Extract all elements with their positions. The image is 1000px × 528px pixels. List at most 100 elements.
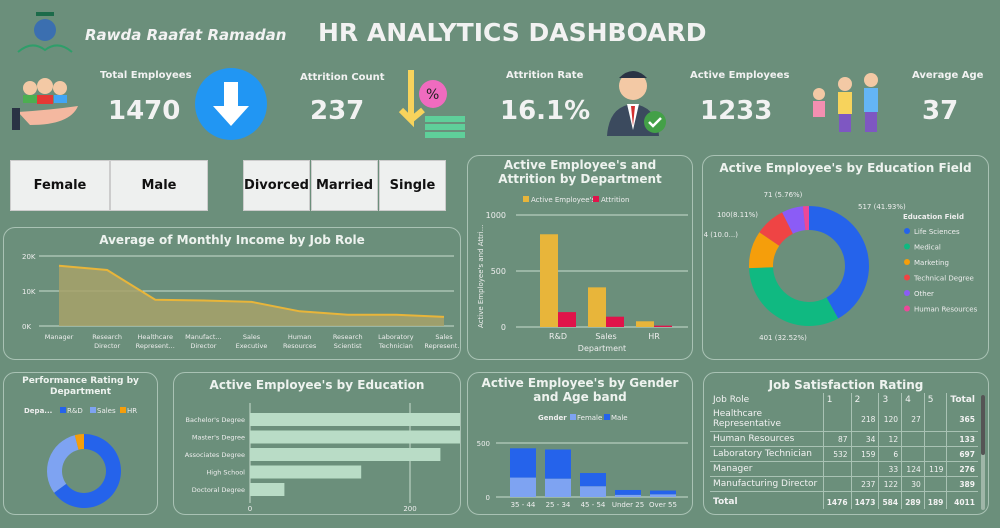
table-cell: 532 bbox=[822, 446, 852, 462]
table-total-row: Total 1476 1473 584 289 189 4011 bbox=[710, 491, 978, 509]
table-cell: 697 bbox=[946, 446, 978, 462]
filter-married-button[interactable]: Married bbox=[311, 160, 378, 211]
bar-35 - 44-Female bbox=[510, 477, 536, 497]
education-field-donut: 517 (41.93%) 401 (32.52%) 124 (10.0...) 100… bbox=[703, 191, 978, 342]
total-cell: 584 bbox=[878, 491, 902, 509]
column-header[interactable]: 3 bbox=[878, 393, 902, 407]
legend-swatch bbox=[90, 407, 96, 413]
kpi-attrition-rate-label: Attrition Rate bbox=[506, 70, 584, 81]
legend-swatch bbox=[904, 290, 910, 296]
legend-swatch bbox=[904, 243, 910, 250]
filter-female-button[interactable]: Female bbox=[10, 160, 110, 211]
data-label: 100(8.11%) bbox=[717, 211, 758, 219]
table-scrollbar[interactable] bbox=[981, 395, 985, 510]
y-tick-label: 20K bbox=[22, 253, 36, 261]
gender-age-stacked-chart: Gender Female Male 0 500 35 - 44 25 - 34 45 - 5… bbox=[477, 414, 688, 509]
total-cell: 1473 bbox=[850, 491, 879, 509]
svg-text:%: % bbox=[426, 87, 439, 103]
department-bar-chart: Active Employee's Attrition 0 500 1000 R&D Sal… bbox=[477, 196, 688, 353]
legend-swatch bbox=[593, 196, 599, 202]
x-tick-label: Over 55 bbox=[649, 501, 677, 509]
x-tick-label: Research Scientist bbox=[333, 333, 363, 350]
x-tick-label: Under 25 bbox=[612, 501, 644, 509]
bar-25 - 34-Female bbox=[545, 478, 571, 497]
performance-chart-card: Performance Rating by Department Depa...… bbox=[3, 372, 158, 515]
legend-label: R&D bbox=[67, 407, 83, 415]
total-cell: 1476 bbox=[822, 491, 852, 509]
x-tick-label: Sales bbox=[595, 332, 616, 341]
table-row: Laboratory Technician 532 159 6 697 bbox=[710, 446, 978, 462]
legend-title: Gender bbox=[538, 414, 567, 422]
legend-label: Human Resources bbox=[914, 306, 978, 314]
y-axis-title: Active Employee's and Attri... bbox=[477, 225, 485, 328]
x-tick-label: 0 bbox=[248, 505, 252, 513]
kpi-average-age-value: 37 bbox=[922, 96, 959, 126]
percent-down-icon: % bbox=[393, 66, 468, 145]
table-cell bbox=[901, 446, 925, 462]
job-satisfaction-card: Job Satisfaction Rating Job Role 1 2 3 4 5 Tot… bbox=[703, 372, 989, 515]
table-cell: 365 bbox=[946, 407, 978, 432]
bar-R&D-0 bbox=[540, 234, 558, 327]
performance-donut: Depa... R&D Sales HR bbox=[24, 407, 137, 508]
down-arrow-icon bbox=[195, 68, 267, 144]
bar-Sales-0 bbox=[588, 287, 606, 327]
total-cell: Total bbox=[713, 497, 738, 507]
kpi-attrition-count-value: 237 bbox=[310, 96, 365, 126]
table-cell: 27 bbox=[901, 407, 925, 432]
bar-1 bbox=[250, 430, 460, 444]
bar-HR-0 bbox=[636, 321, 654, 327]
column-header[interactable]: Total bbox=[946, 393, 978, 407]
table-cell: 133 bbox=[946, 431, 978, 447]
bar-0 bbox=[250, 413, 460, 426]
table-cell: 119 bbox=[923, 461, 947, 477]
perf-slice-sales bbox=[47, 435, 79, 493]
x-tick-label: 200 bbox=[403, 505, 416, 513]
filter-male-button[interactable]: Male bbox=[110, 160, 208, 211]
chart-title: Active Employee's and Attrition by Depar… bbox=[498, 158, 662, 186]
perf-slice-hr bbox=[74, 434, 84, 450]
column-header[interactable]: 1 bbox=[822, 393, 852, 407]
table-cell: Laboratory Technician bbox=[710, 446, 824, 462]
legend-label: Sales bbox=[97, 407, 116, 415]
edu-slice-other bbox=[782, 206, 806, 234]
data-label: 124 (10.0...) bbox=[703, 231, 738, 239]
data-label: 401 (32.52%) bbox=[759, 334, 807, 342]
filter-divorced-button[interactable]: Divorced bbox=[243, 160, 310, 211]
chart-title: Average of Monthly Income by Job Role bbox=[99, 233, 365, 247]
column-header[interactable]: Job Role bbox=[713, 395, 750, 405]
people-in-hand-icon bbox=[10, 70, 80, 139]
legend-title: Depa... bbox=[24, 407, 52, 415]
column-header[interactable]: 4 bbox=[901, 393, 925, 407]
column-header[interactable]: 2 bbox=[850, 393, 879, 407]
legend-swatch bbox=[570, 414, 576, 420]
gender-age-card: Active Employee's by Gender and Age band… bbox=[467, 372, 693, 515]
table-cell: 120 bbox=[878, 407, 902, 432]
bar-45 - 54-Female bbox=[580, 486, 606, 497]
filter-single-button[interactable]: Single bbox=[379, 160, 446, 211]
table-cell: 159 bbox=[850, 446, 879, 462]
legend-label: Female bbox=[577, 414, 602, 422]
table-cell bbox=[850, 461, 879, 477]
education-chart-card: Active Employee's by Education 0200400Ba… bbox=[173, 372, 461, 515]
table-cell: Healthcare Representative bbox=[710, 407, 824, 432]
kpi-active-employees-value: 1233 bbox=[700, 96, 773, 126]
column-header[interactable]: 5 bbox=[923, 393, 947, 407]
data-label: 71 (5.76%) bbox=[764, 191, 803, 199]
family-icon bbox=[805, 70, 885, 138]
chart-title: Active Employee's by Education bbox=[209, 378, 425, 392]
edu-slice-human-resources bbox=[802, 206, 809, 231]
total-cell: 189 bbox=[923, 491, 947, 509]
edu-slice-technical-degree bbox=[759, 212, 793, 246]
x-tick-label: R&D bbox=[549, 332, 567, 341]
kpi-total-employees-label: Total Employees bbox=[100, 70, 192, 81]
page-title: HR ANALYTICS DASHBOARD bbox=[318, 18, 707, 47]
bar-Under 25-Male bbox=[615, 489, 641, 495]
legend-swatch bbox=[523, 196, 529, 202]
legend-label: Attrition bbox=[601, 196, 629, 204]
legend-label: Other bbox=[914, 290, 934, 298]
bar-35 - 44-Male bbox=[510, 448, 536, 478]
table-cell: 34 bbox=[850, 431, 879, 447]
table-cell bbox=[923, 476, 947, 492]
legend-swatch bbox=[60, 407, 66, 413]
kpi-attrition-count-label: Attrition Count bbox=[300, 72, 385, 83]
